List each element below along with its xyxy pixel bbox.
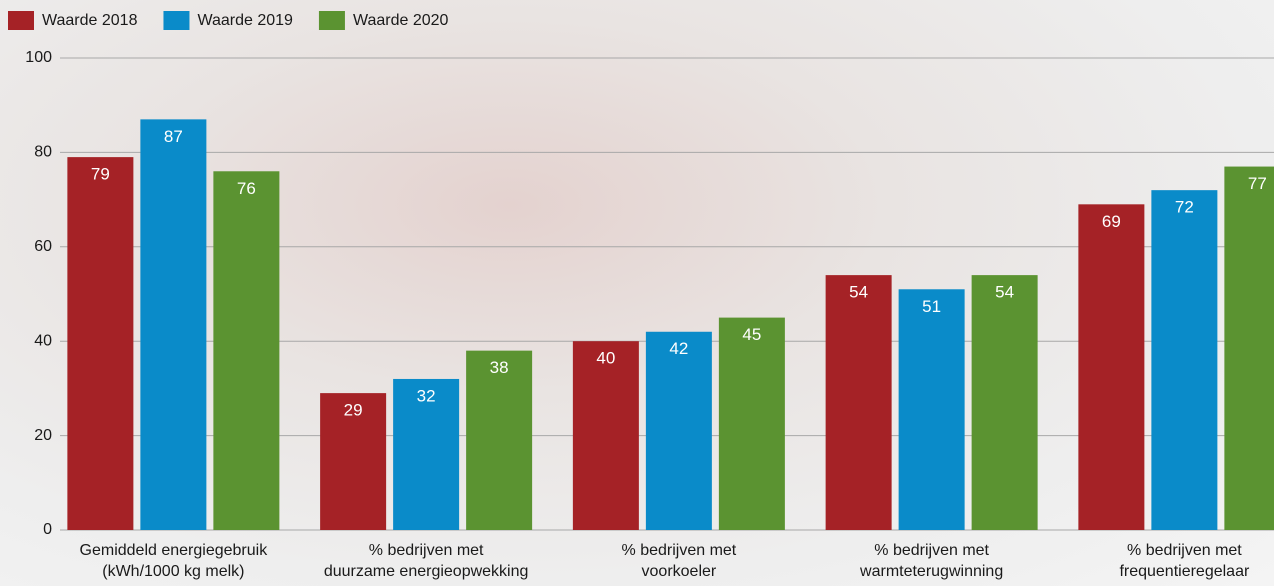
x-tick-label: warmteterugwinning <box>859 563 1003 580</box>
legend-swatch <box>163 11 190 30</box>
bar <box>898 289 965 530</box>
y-tick-label: 60 <box>34 238 52 255</box>
value-label: 54 <box>849 283 868 302</box>
bar <box>140 119 207 531</box>
value-label: 45 <box>742 325 761 344</box>
bar <box>67 157 134 530</box>
legend-swatch <box>318 11 345 30</box>
bar <box>1078 204 1145 530</box>
x-tick-label: % bedrijven met <box>622 542 737 559</box>
x-tick-label: Gemiddeld energiegebruik <box>80 542 269 559</box>
value-label: 42 <box>669 339 688 358</box>
x-tick-label: voorkoeler <box>642 563 717 580</box>
x-tick-label: % bedrijven met <box>369 542 484 559</box>
x-tick-label: frequentieregelaar <box>1119 563 1250 580</box>
y-tick-label: 40 <box>34 332 52 349</box>
bar <box>718 317 785 530</box>
x-tick-label: duurzame energieopwekking <box>324 563 529 580</box>
y-tick-label: 100 <box>25 49 52 66</box>
bar <box>393 378 460 530</box>
bar <box>572 341 639 530</box>
legend-label: Waarde 2020 <box>353 12 449 29</box>
legend-label: Waarde 2018 <box>42 12 138 29</box>
value-label: 38 <box>490 358 509 377</box>
value-label: 40 <box>596 349 615 368</box>
value-label: 72 <box>1175 198 1194 217</box>
bar <box>213 171 280 530</box>
legend-swatch <box>8 11 34 30</box>
value-label: 29 <box>344 401 363 420</box>
value-label: 51 <box>922 297 941 316</box>
value-label: 32 <box>417 386 436 405</box>
x-tick-label: % bedrijven met <box>874 542 989 559</box>
value-label: 87 <box>164 127 183 146</box>
bar <box>825 275 892 530</box>
bar <box>971 275 1038 530</box>
value-label: 69 <box>1102 212 1121 231</box>
value-label: 79 <box>91 165 110 184</box>
bar <box>320 393 387 530</box>
y-tick-label: 0 <box>43 521 52 538</box>
value-label: 76 <box>237 179 256 198</box>
bar <box>1151 190 1218 530</box>
bar <box>645 331 712 530</box>
legend-label: Waarde 2019 <box>197 12 293 29</box>
x-tick-label: (kWh/1000 kg melk) <box>102 563 244 580</box>
bar <box>1224 166 1274 530</box>
x-tick-label: % bedrijven met <box>1127 542 1242 559</box>
bar <box>466 350 533 530</box>
value-label: 77 <box>1248 174 1267 193</box>
y-tick-label: 20 <box>34 427 52 444</box>
value-label: 54 <box>995 283 1014 302</box>
y-tick-label: 80 <box>34 144 52 161</box>
